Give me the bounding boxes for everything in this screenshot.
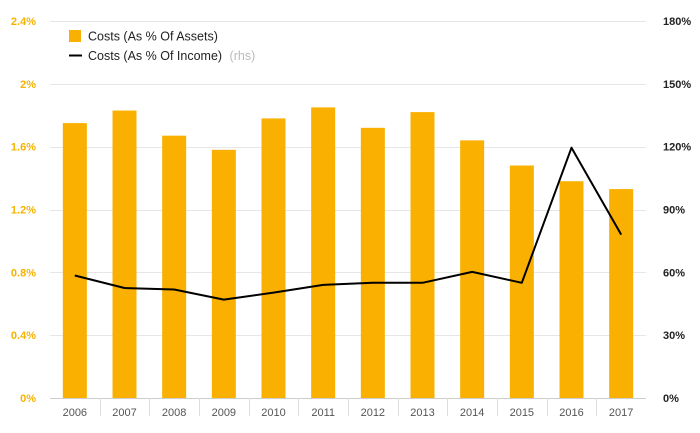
bars-layer — [62, 107, 634, 399]
line-layer — [74, 146, 623, 301]
legend-label-line-suffix: (rhs) — [230, 49, 256, 63]
y-left-tick-label: 1.6% — [11, 142, 36, 154]
y-right-tick-label: 120% — [663, 142, 691, 154]
x-tick-label: 2007 — [112, 407, 136, 419]
y-right-tick-label: 90% — [663, 205, 685, 217]
y-right-tick-label: 60% — [663, 267, 685, 279]
bar-2017 — [609, 189, 634, 398]
y-left-tick-label: 0.8% — [11, 267, 36, 279]
legend-swatch-bar — [69, 30, 81, 42]
line-series-costs-income — [74, 146, 623, 301]
y-left-tick-label: 2% — [20, 79, 36, 91]
y-left-tick-label: 1.2% — [11, 205, 36, 217]
x-tick-label: 2014 — [460, 407, 484, 419]
y-left-tick-label: 0% — [20, 393, 36, 405]
x-tick-label: 2013 — [410, 407, 434, 419]
bar-2010 — [261, 118, 286, 399]
bar-2011 — [311, 107, 336, 398]
bar-2013 — [410, 112, 435, 398]
x-tick-label: 2017 — [609, 407, 633, 419]
bar-2006 — [62, 123, 87, 399]
grid-layer — [50, 21, 646, 336]
y-right-tick-label: 180% — [663, 16, 691, 28]
x-tick-label: 2006 — [63, 407, 87, 419]
y-right-tick-label: 30% — [663, 330, 685, 342]
bar-2014 — [460, 140, 485, 398]
legend: Costs (As % Of Assets) Costs (As % Of In… — [69, 30, 255, 63]
bar-2009 — [211, 149, 236, 398]
x-tick-label: 2016 — [559, 407, 583, 419]
bar-2016 — [559, 181, 584, 398]
x-tick-label: 2015 — [510, 407, 534, 419]
legend-label-bar: Costs (As % Of Assets) — [88, 30, 218, 44]
axes-layer: 2006 2007 2008 2009 2010 2011 2012 2013 2014 2015… — [11, 16, 691, 419]
bar-2012 — [360, 127, 385, 399]
y-left-tick-label: 0.4% — [11, 330, 36, 342]
x-tick-label: 2009 — [212, 407, 236, 419]
bar-2007 — [112, 110, 137, 398]
x-tick-label: 2011 — [311, 407, 335, 419]
bar-2008 — [162, 135, 187, 398]
y-right-tick-label: 0% — [663, 393, 679, 405]
legend-label-line: Costs (As % Of Income) (rhs) — [88, 49, 255, 63]
x-tick-label: 2012 — [361, 407, 385, 419]
legend-label-line-name: Costs (As % Of Income) — [88, 49, 222, 63]
x-tick-label: 2010 — [261, 407, 285, 419]
y-right-tick-label: 150% — [663, 79, 691, 91]
x-tick-label: 2008 — [162, 407, 186, 419]
y-left-tick-label: 2.4% — [11, 16, 36, 28]
